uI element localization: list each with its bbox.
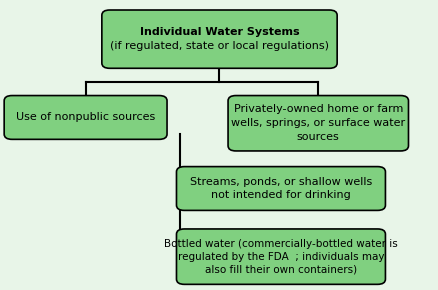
FancyBboxPatch shape (102, 10, 336, 68)
Text: (if regulated, state or local regulations): (if regulated, state or local regulation… (110, 41, 328, 51)
Text: regulated by the FDA  ; individuals may: regulated by the FDA ; individuals may (177, 252, 383, 262)
FancyBboxPatch shape (4, 96, 166, 139)
Text: sources: sources (296, 132, 339, 142)
FancyBboxPatch shape (176, 166, 385, 211)
Text: Use of nonpublic sources: Use of nonpublic sources (16, 113, 155, 122)
Text: Individual Water Systems: Individual Water Systems (139, 27, 299, 37)
Text: not intended for drinking: not intended for drinking (211, 191, 350, 200)
Text: Privately-owned home or farm: Privately-owned home or farm (233, 104, 402, 114)
Text: Streams, ponds, or shallow wells: Streams, ponds, or shallow wells (189, 177, 371, 186)
Text: also fill their own containers): also fill their own containers) (205, 265, 356, 275)
FancyBboxPatch shape (228, 96, 407, 151)
Text: wells, springs, or surface water: wells, springs, or surface water (231, 118, 404, 128)
FancyBboxPatch shape (176, 229, 385, 284)
Text: Bottled water (commercially-bottled water is: Bottled water (commercially-bottled wate… (164, 239, 397, 249)
